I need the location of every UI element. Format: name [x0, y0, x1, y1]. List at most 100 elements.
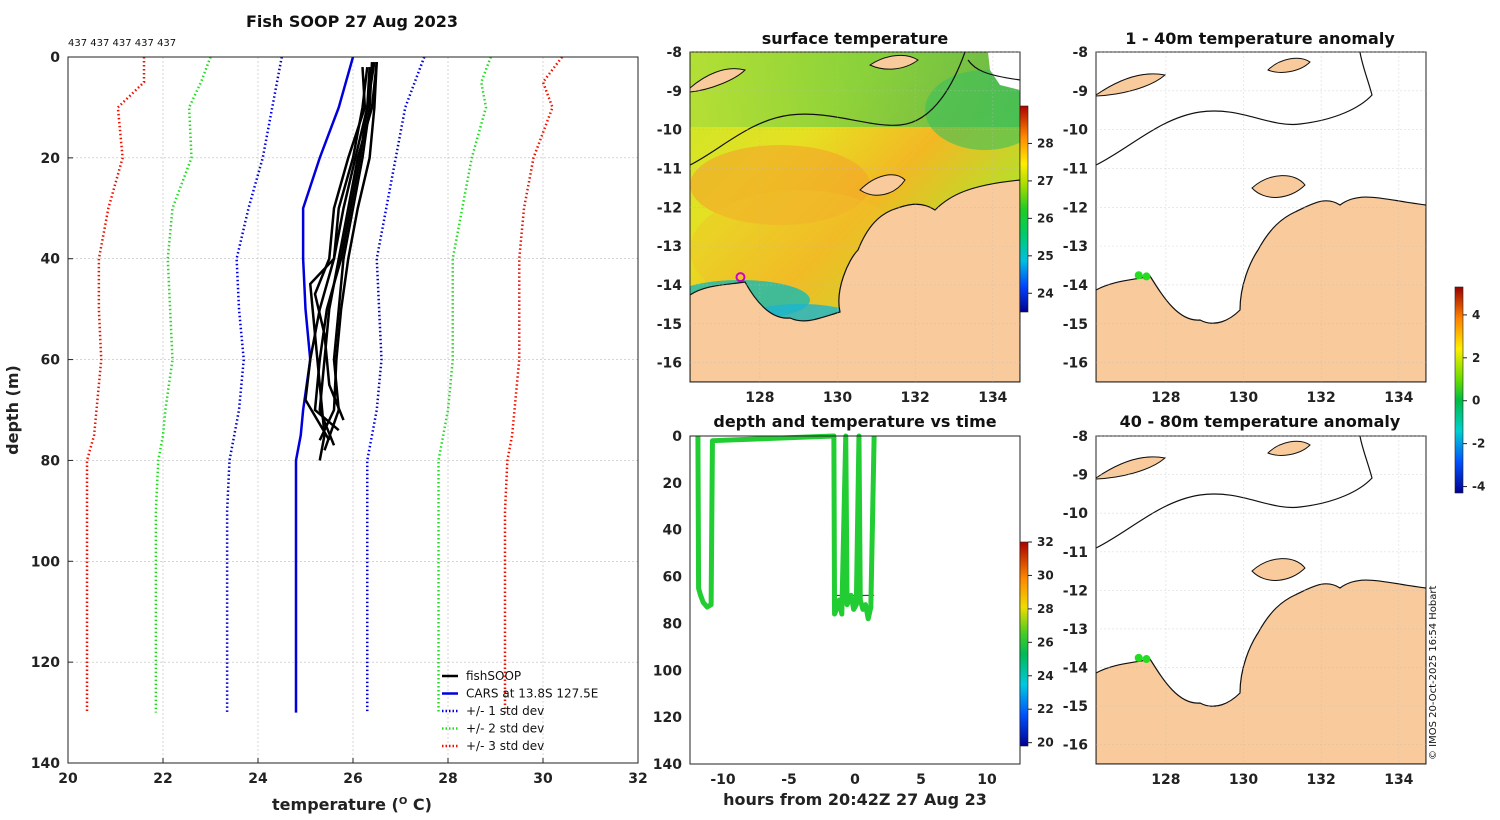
map-xtick-label: 130: [823, 390, 852, 406]
fish-profile-line: [304, 61, 376, 441]
map-ytick-label: -15: [1063, 699, 1088, 715]
profile-ytick-label: 60: [41, 353, 61, 369]
profile-ytick-label: 120: [31, 655, 60, 671]
legend-label: fishSOOP: [466, 669, 521, 683]
map-xtick-label: 132: [1307, 390, 1336, 406]
depth-time-xtick-label: 5: [916, 772, 926, 788]
depth-time-xlabel: hours from 20:42Z 27 Aug 23: [723, 790, 987, 809]
depth-time-xtick-label: -5: [781, 772, 797, 788]
map-ytick-label: -13: [1063, 239, 1088, 255]
map-ytick-label: -14: [1063, 278, 1089, 294]
colorbar-tick-label: 27: [1037, 174, 1054, 188]
anomaly-1-40-title: 1 - 40m temperature anomaly: [1125, 29, 1395, 48]
sst-location-marker: [735, 272, 746, 283]
profile-series-mirror-line: [437, 56, 492, 713]
profile-series-line: [154, 56, 212, 713]
map-ytick-label: -14: [657, 278, 683, 294]
map-xtick-label: 128: [1151, 772, 1180, 788]
legend-label: +/- 1 std dev: [466, 704, 544, 718]
depth-time-ytick-label: 100: [653, 663, 682, 679]
profile-series: [85, 56, 563, 713]
profile-ytick-label: 40: [41, 252, 61, 268]
anomaly-1-40-panel: 1 - 40m temperature anomaly 128 130 132 134…: [1063, 29, 1427, 406]
map-ytick-label: -11: [657, 161, 682, 177]
profile-series-line: [225, 56, 283, 713]
profile-xtick-label: 28: [438, 771, 457, 787]
profile-panel: Fish SOOP 27 Aug 2023 437 437 437 437 43…: [3, 12, 648, 814]
map-ytick-label: -10: [657, 123, 683, 139]
colorbar-tick-label: 25: [1037, 249, 1054, 263]
anomaly-colorbar: [1454, 286, 1464, 494]
anomaly-40-80-ticks: 128 130 132 134 -8 -9 -10 -11 -12 -13 -14 -15 -16: [1063, 429, 1426, 788]
profile-title: Fish SOOP 27 Aug 2023: [246, 12, 458, 31]
depth-time-ytick-label: 60: [663, 570, 683, 586]
depth-time-title: depth and temperature vs time: [713, 412, 996, 431]
colorbar-tick-label: 2: [1472, 351, 1480, 365]
anomaly-1-40-ticks: 128 130 132 134 -8 -9 -10 -11 -12 -13 -14 -15 -16: [1063, 45, 1426, 406]
profile-series-line: [294, 56, 355, 713]
map-ytick-label: -16: [657, 356, 682, 372]
fish-profile-line: [318, 61, 378, 446]
depth-time-colorbar-ticks: 20 22 24 26 28 30 32: [1028, 535, 1054, 750]
map-xtick-label: 132: [1307, 772, 1336, 788]
map-ytick-label: -12: [1063, 583, 1088, 599]
anomaly-point: [1134, 271, 1143, 280]
colorbar-tick-label: 26: [1037, 211, 1054, 225]
colorbar-tick-label: 0: [1472, 394, 1480, 408]
map-xtick-label: 130: [1229, 772, 1258, 788]
map-ytick-label: -8: [1072, 45, 1088, 61]
fish-profile-line: [313, 67, 371, 432]
profile-counts: 437 437 437 437 437: [68, 38, 176, 49]
anomaly-colorbar-group: -4 -2 0 2 4: [1454, 286, 1485, 494]
map-xtick-label: 130: [1229, 390, 1258, 406]
anomaly-1-40-map: [1096, 52, 1426, 382]
copyright-text: © IMOS 20-Oct-2025 16:54 Hobart: [1428, 585, 1439, 760]
depth-time-ytick-label: 20: [663, 476, 683, 492]
colorbar-tick-label: -4: [1472, 480, 1485, 494]
map-ytick-label: -12: [657, 200, 682, 216]
map-ytick-label: -13: [1063, 622, 1088, 638]
profile-series-line: [85, 57, 146, 713]
colorbar-tick-label: 4: [1472, 308, 1480, 322]
legend-label: +/- 2 std dev: [466, 722, 544, 736]
map-ytick-label: -15: [1063, 317, 1088, 333]
profile-xtick-label: 22: [153, 771, 172, 787]
profile-xtick-label: 20: [58, 771, 78, 787]
depth-time-xtick-label: 10: [977, 772, 997, 788]
anomaly-colorbar-ticks: -4 -2 0 2 4: [1463, 308, 1485, 494]
sst-field: [690, 52, 1020, 382]
map-xtick-label: 134: [978, 390, 1007, 406]
colorbar-tick-label: 22: [1037, 702, 1054, 716]
map-ytick-label: -11: [1063, 161, 1088, 177]
map-ytick-label: -14: [1063, 661, 1089, 677]
colorbar-tick-label: 32: [1037, 535, 1054, 549]
depth-time-track: [695, 433, 877, 622]
sst-title: surface temperature: [762, 29, 949, 48]
colorbar-tick-label: 24: [1037, 286, 1054, 300]
sst-colorbar-ticks: 24 25 26 27 28: [1028, 136, 1054, 300]
depth-time-xtick-label: -10: [710, 772, 736, 788]
anomaly-point: [1142, 655, 1151, 664]
map-xtick-label: 134: [1384, 772, 1413, 788]
profile-ytick-label: 140: [31, 756, 60, 772]
depth-time-ytick-label: 120: [653, 710, 682, 726]
map-ytick-label: -8: [666, 45, 682, 61]
fish-profile-line: [313, 67, 367, 421]
map-ytick-label: -8: [1072, 429, 1088, 445]
sst-map-panel: surface temperature 128 130 132 134 -8 -9 -10 -…: [657, 29, 1054, 406]
anomaly-40-80-title: 40 - 80m temperature anomaly: [1120, 412, 1401, 431]
sst-ticks: 128 130 132 134 -8 -9 -10 -11 -12 -13 -14 -15 -16: [657, 45, 1020, 406]
depth-time-ytick-label: 80: [663, 616, 683, 632]
map-ytick-label: -12: [1063, 200, 1088, 216]
colorbar-tick-label: 24: [1037, 669, 1054, 683]
map-ytick-label: -15: [657, 317, 682, 333]
anomaly-40-80-points: [1134, 653, 1151, 664]
map-ytick-label: -13: [657, 239, 682, 255]
profile-ytick-label: 80: [41, 453, 61, 469]
depth-time-ytick-label: 140: [653, 757, 682, 773]
map-ytick-label: -16: [1063, 356, 1088, 372]
fish-profile-line: [318, 61, 378, 441]
map-ytick-label: -10: [1063, 123, 1089, 139]
colorbar-tick-label: 30: [1037, 568, 1054, 582]
